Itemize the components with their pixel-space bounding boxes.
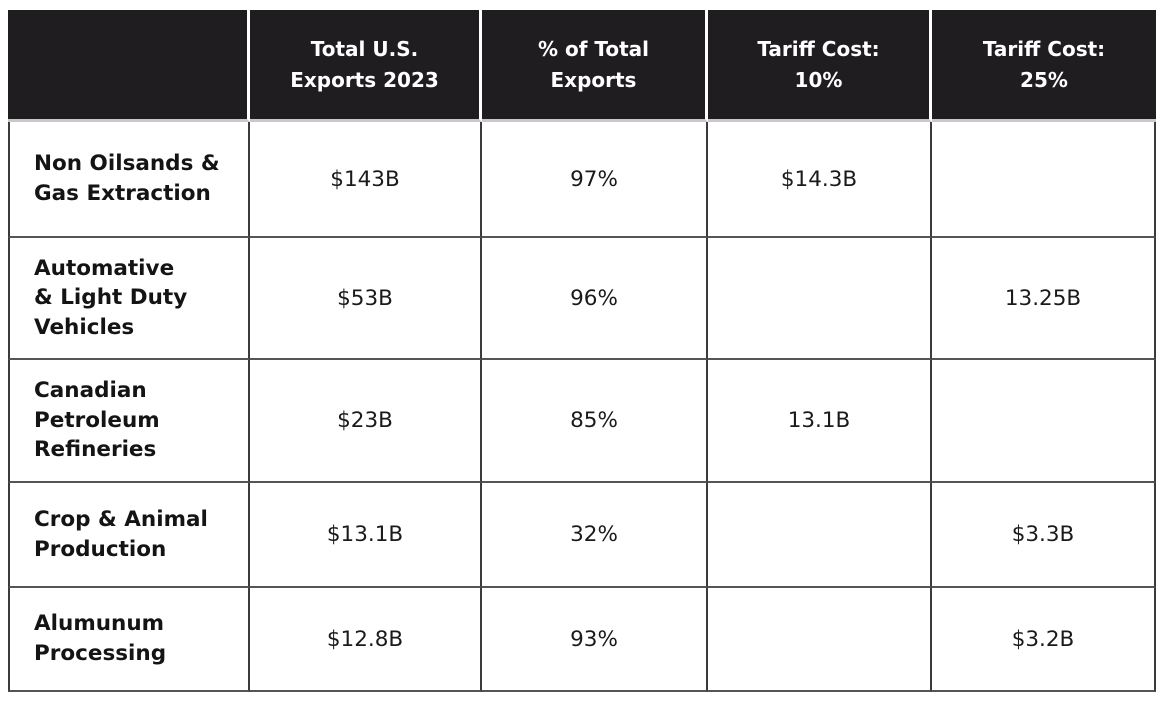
cell-tariff-25: $3.3B bbox=[932, 483, 1156, 588]
header-cell-tariff-25: Tariff Cost: 25% bbox=[932, 10, 1156, 122]
row-label: Crop & Animal Production bbox=[8, 483, 250, 588]
cell-pct-of-total: 97% bbox=[482, 122, 708, 238]
row-label: Automative & Light Duty Vehicles bbox=[8, 238, 250, 360]
row-label: Canadian Petroleum Refineries bbox=[8, 360, 250, 483]
cell-tariff-25: $3.2B bbox=[932, 588, 1156, 692]
cell-tariff-10 bbox=[708, 238, 932, 360]
header-cell-tariff-10: Tariff Cost: 10% bbox=[708, 10, 932, 122]
row-label: Alumunum Processing bbox=[8, 588, 250, 692]
cell-total-exports: $23B bbox=[250, 360, 482, 483]
cell-pct-of-total: 96% bbox=[482, 238, 708, 360]
cell-total-exports: $143B bbox=[250, 122, 482, 238]
cell-pct-of-total: 32% bbox=[482, 483, 708, 588]
cell-total-exports: $53B bbox=[250, 238, 482, 360]
header-cell-pct-of-total: % of Total Exports bbox=[482, 10, 708, 122]
cell-tariff-10 bbox=[708, 483, 932, 588]
cell-total-exports: $12.8B bbox=[250, 588, 482, 692]
header-cell-blank bbox=[8, 10, 250, 122]
cell-pct-of-total: 93% bbox=[482, 588, 708, 692]
cell-pct-of-total: 85% bbox=[482, 360, 708, 483]
cell-tariff-25: 13.25B bbox=[932, 238, 1156, 360]
row-label: Non Oilsands & Gas Extraction bbox=[8, 122, 250, 238]
cell-tariff-10: 13.1B bbox=[708, 360, 932, 483]
tariff-table: Total U.S. Exports 2023 % of Total Expor… bbox=[8, 10, 1156, 692]
cell-tariff-10 bbox=[708, 588, 932, 692]
cell-tariff-25 bbox=[932, 360, 1156, 483]
cell-tariff-10: $14.3B bbox=[708, 122, 932, 238]
cell-tariff-25 bbox=[932, 122, 1156, 238]
header-cell-total-exports: Total U.S. Exports 2023 bbox=[250, 10, 482, 122]
cell-total-exports: $13.1B bbox=[250, 483, 482, 588]
